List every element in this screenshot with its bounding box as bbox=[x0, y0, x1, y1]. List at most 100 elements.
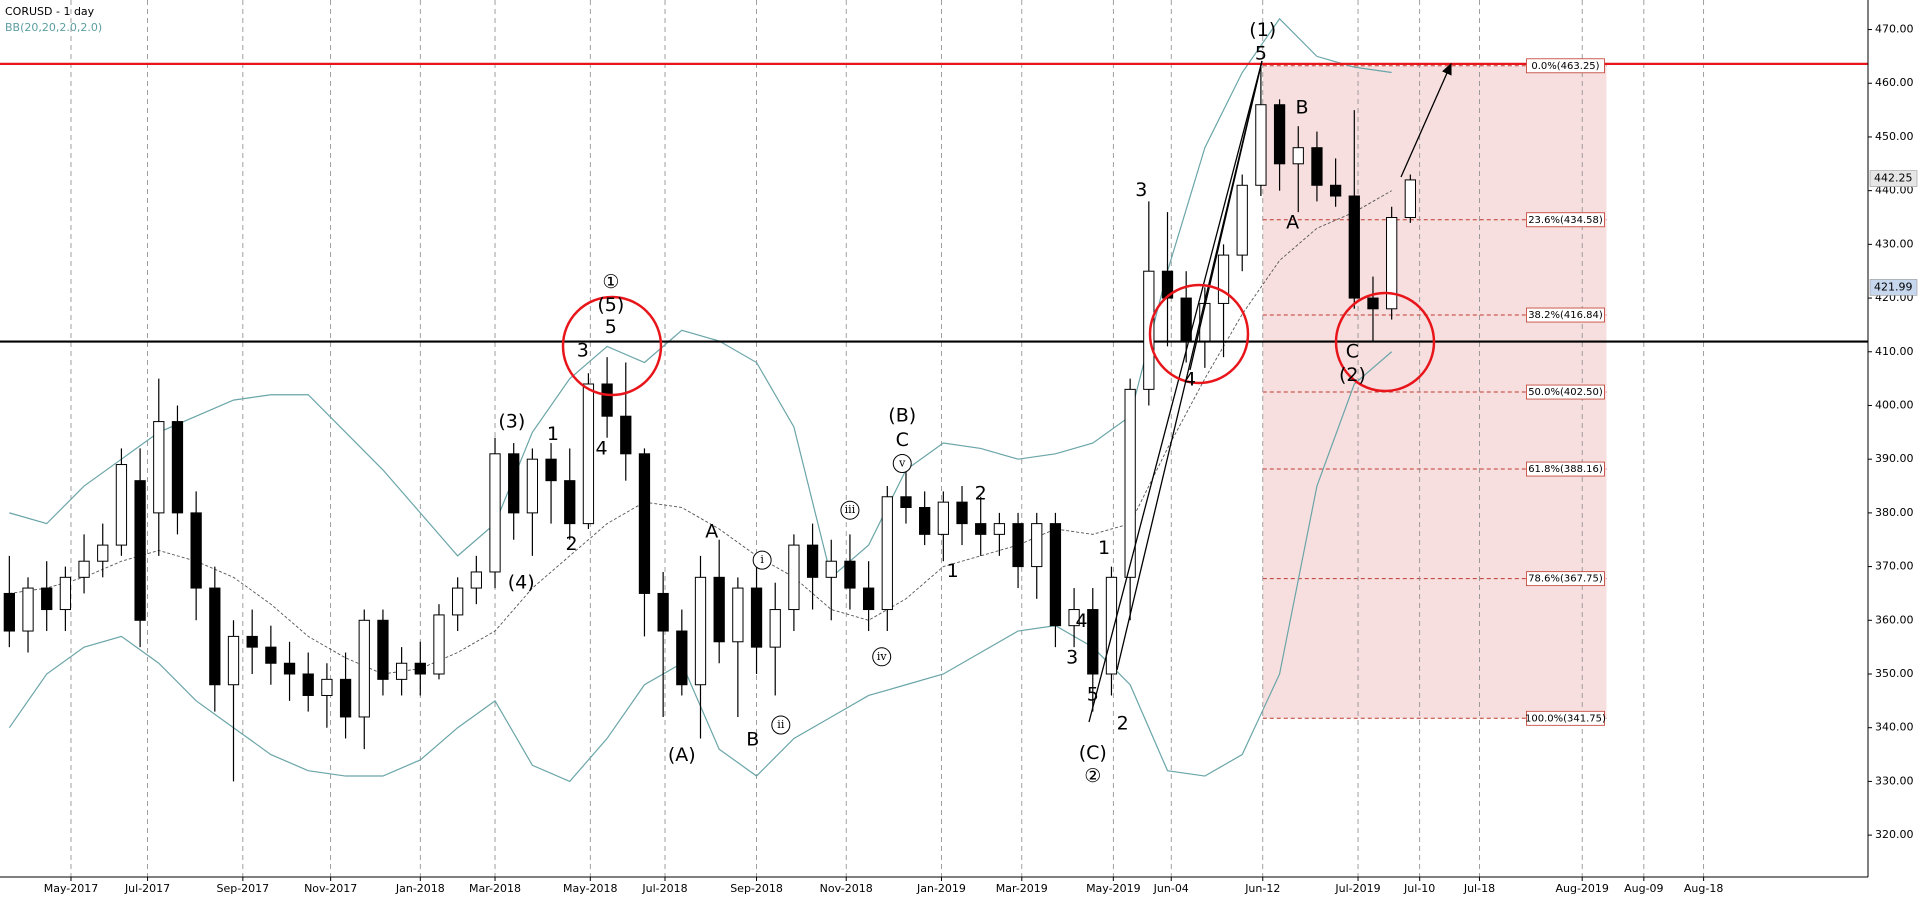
wave-label: 5 bbox=[1087, 683, 1099, 705]
wave-label: B bbox=[1295, 96, 1308, 118]
annotation-circle bbox=[840, 500, 860, 520]
candle-body bbox=[1348, 195, 1360, 299]
candle-body bbox=[750, 587, 763, 648]
wave-label: (2) bbox=[1339, 364, 1366, 386]
wave-label: 5 bbox=[1255, 43, 1267, 65]
wave-label: 2 bbox=[566, 533, 578, 555]
candle-body bbox=[22, 587, 34, 632]
candle-body bbox=[825, 560, 837, 578]
x-tick-label: Mar-2018 bbox=[469, 882, 521, 895]
fib-label: 0.0%(463.25) bbox=[1531, 61, 1599, 72]
candle-body bbox=[1143, 270, 1155, 390]
x-tick-label: Jun-04 bbox=[1153, 882, 1189, 895]
wave-label: A bbox=[705, 521, 718, 543]
wave-label: 3 bbox=[1066, 646, 1078, 668]
candle-body bbox=[862, 587, 875, 611]
candle-body bbox=[339, 678, 352, 718]
x-tick-label: Jan-2018 bbox=[395, 882, 445, 895]
candle-body bbox=[1236, 184, 1248, 256]
projection-arrow bbox=[1400, 62, 1452, 178]
candle-body bbox=[993, 523, 1006, 535]
candle-body bbox=[358, 619, 370, 718]
candle-body bbox=[937, 501, 949, 535]
labels-layer: 0.0%(463.25) 23.6%(434.58) 38.2%(416.84) 50… bbox=[44, 19, 1918, 895]
candle-body bbox=[433, 614, 445, 675]
candle-body bbox=[452, 587, 464, 616]
y-tick-label: 460.00 bbox=[1875, 76, 1914, 89]
fib-label: 100.0%(341.75) bbox=[1525, 713, 1606, 724]
wave-label: 4 bbox=[1184, 369, 1196, 391]
candle-body bbox=[1255, 104, 1267, 186]
x-tick-label: Nov-2018 bbox=[820, 882, 873, 895]
candle-body bbox=[676, 630, 688, 686]
highlight-circle bbox=[1334, 291, 1436, 393]
annotation-circle bbox=[752, 550, 772, 570]
y-tick-label: 470.00 bbox=[1875, 23, 1914, 36]
x-tick-label: Sep-2018 bbox=[730, 882, 783, 895]
candle-body bbox=[769, 609, 781, 648]
candle-body bbox=[545, 458, 557, 482]
wave-label: 2 bbox=[975, 483, 987, 505]
fib-label-box bbox=[1526, 58, 1605, 74]
wave-label: v bbox=[898, 456, 906, 469]
y-tick-label: 360.00 bbox=[1875, 613, 1914, 626]
candle-body bbox=[265, 646, 277, 664]
y-tick-label: 380.00 bbox=[1875, 506, 1914, 519]
bollinger-middle bbox=[9, 190, 1392, 675]
drawings bbox=[561, 60, 1452, 723]
wave-label: (3) bbox=[498, 411, 525, 433]
x-tick-label: Jan-2019 bbox=[916, 882, 966, 895]
y-tick-label: 390.00 bbox=[1875, 452, 1914, 465]
wave-label: 2 bbox=[1117, 712, 1129, 734]
candle-body bbox=[97, 544, 109, 562]
highlight-circle bbox=[1148, 283, 1250, 385]
candle-body bbox=[171, 421, 184, 514]
fib-label-box bbox=[1526, 461, 1605, 477]
annotation-circle bbox=[892, 453, 912, 473]
candle-body bbox=[1404, 179, 1416, 219]
fib-label-box bbox=[1526, 307, 1605, 323]
candle-body bbox=[1329, 184, 1342, 197]
candle-body bbox=[806, 544, 819, 578]
highlight-circle bbox=[561, 295, 663, 397]
candle-body bbox=[227, 635, 240, 686]
y-tick-label: 430.00 bbox=[1875, 237, 1914, 250]
y-tick-label: 370.00 bbox=[1875, 560, 1914, 573]
wave-label: (5) bbox=[597, 294, 624, 316]
x-tick-label: Jul-2017 bbox=[124, 882, 170, 895]
candle-body bbox=[638, 453, 651, 594]
fib-label: 78.6%(367.75) bbox=[1528, 574, 1603, 585]
candle-body bbox=[59, 576, 72, 611]
wave-label: A bbox=[1286, 211, 1299, 233]
fib-label-box bbox=[1526, 212, 1605, 228]
fib-label: 50.0%(402.50) bbox=[1528, 387, 1603, 398]
wave-label: (A) bbox=[668, 744, 696, 766]
x-tick-label: Nov-2017 bbox=[304, 882, 357, 895]
candle-body bbox=[508, 453, 520, 514]
x-tick-label: Jul-2018 bbox=[641, 882, 687, 895]
wave-label: C bbox=[1346, 340, 1359, 362]
wave-label: 3 bbox=[577, 340, 589, 362]
candle-body bbox=[732, 587, 744, 643]
x-tick-label: Jun-12 bbox=[1244, 882, 1280, 895]
indicator-label: BB(20,20,2.0,2.0) bbox=[5, 21, 102, 34]
wave-label: 3 bbox=[1135, 179, 1147, 201]
x-tick-label: Jul-2019 bbox=[1334, 882, 1380, 895]
candle-body bbox=[919, 507, 931, 535]
x-tick-label: May-2018 bbox=[563, 882, 618, 895]
candle-body bbox=[601, 383, 613, 417]
candle-body bbox=[844, 560, 856, 589]
candle-body bbox=[881, 496, 893, 611]
candle-body bbox=[414, 662, 426, 675]
wave-label: ② bbox=[1084, 765, 1101, 787]
price-layer bbox=[0, 17, 1868, 783]
y-tick-label: 340.00 bbox=[1875, 721, 1914, 734]
y-tick-label: 410.00 bbox=[1875, 345, 1914, 358]
candle-body bbox=[1292, 147, 1304, 165]
fib-label: 61.8%(388.16) bbox=[1528, 464, 1603, 475]
fib-label-box bbox=[1526, 571, 1605, 587]
candle-body bbox=[3, 592, 15, 632]
wave-label: i bbox=[760, 553, 764, 566]
background-layer bbox=[70, 0, 1705, 877]
